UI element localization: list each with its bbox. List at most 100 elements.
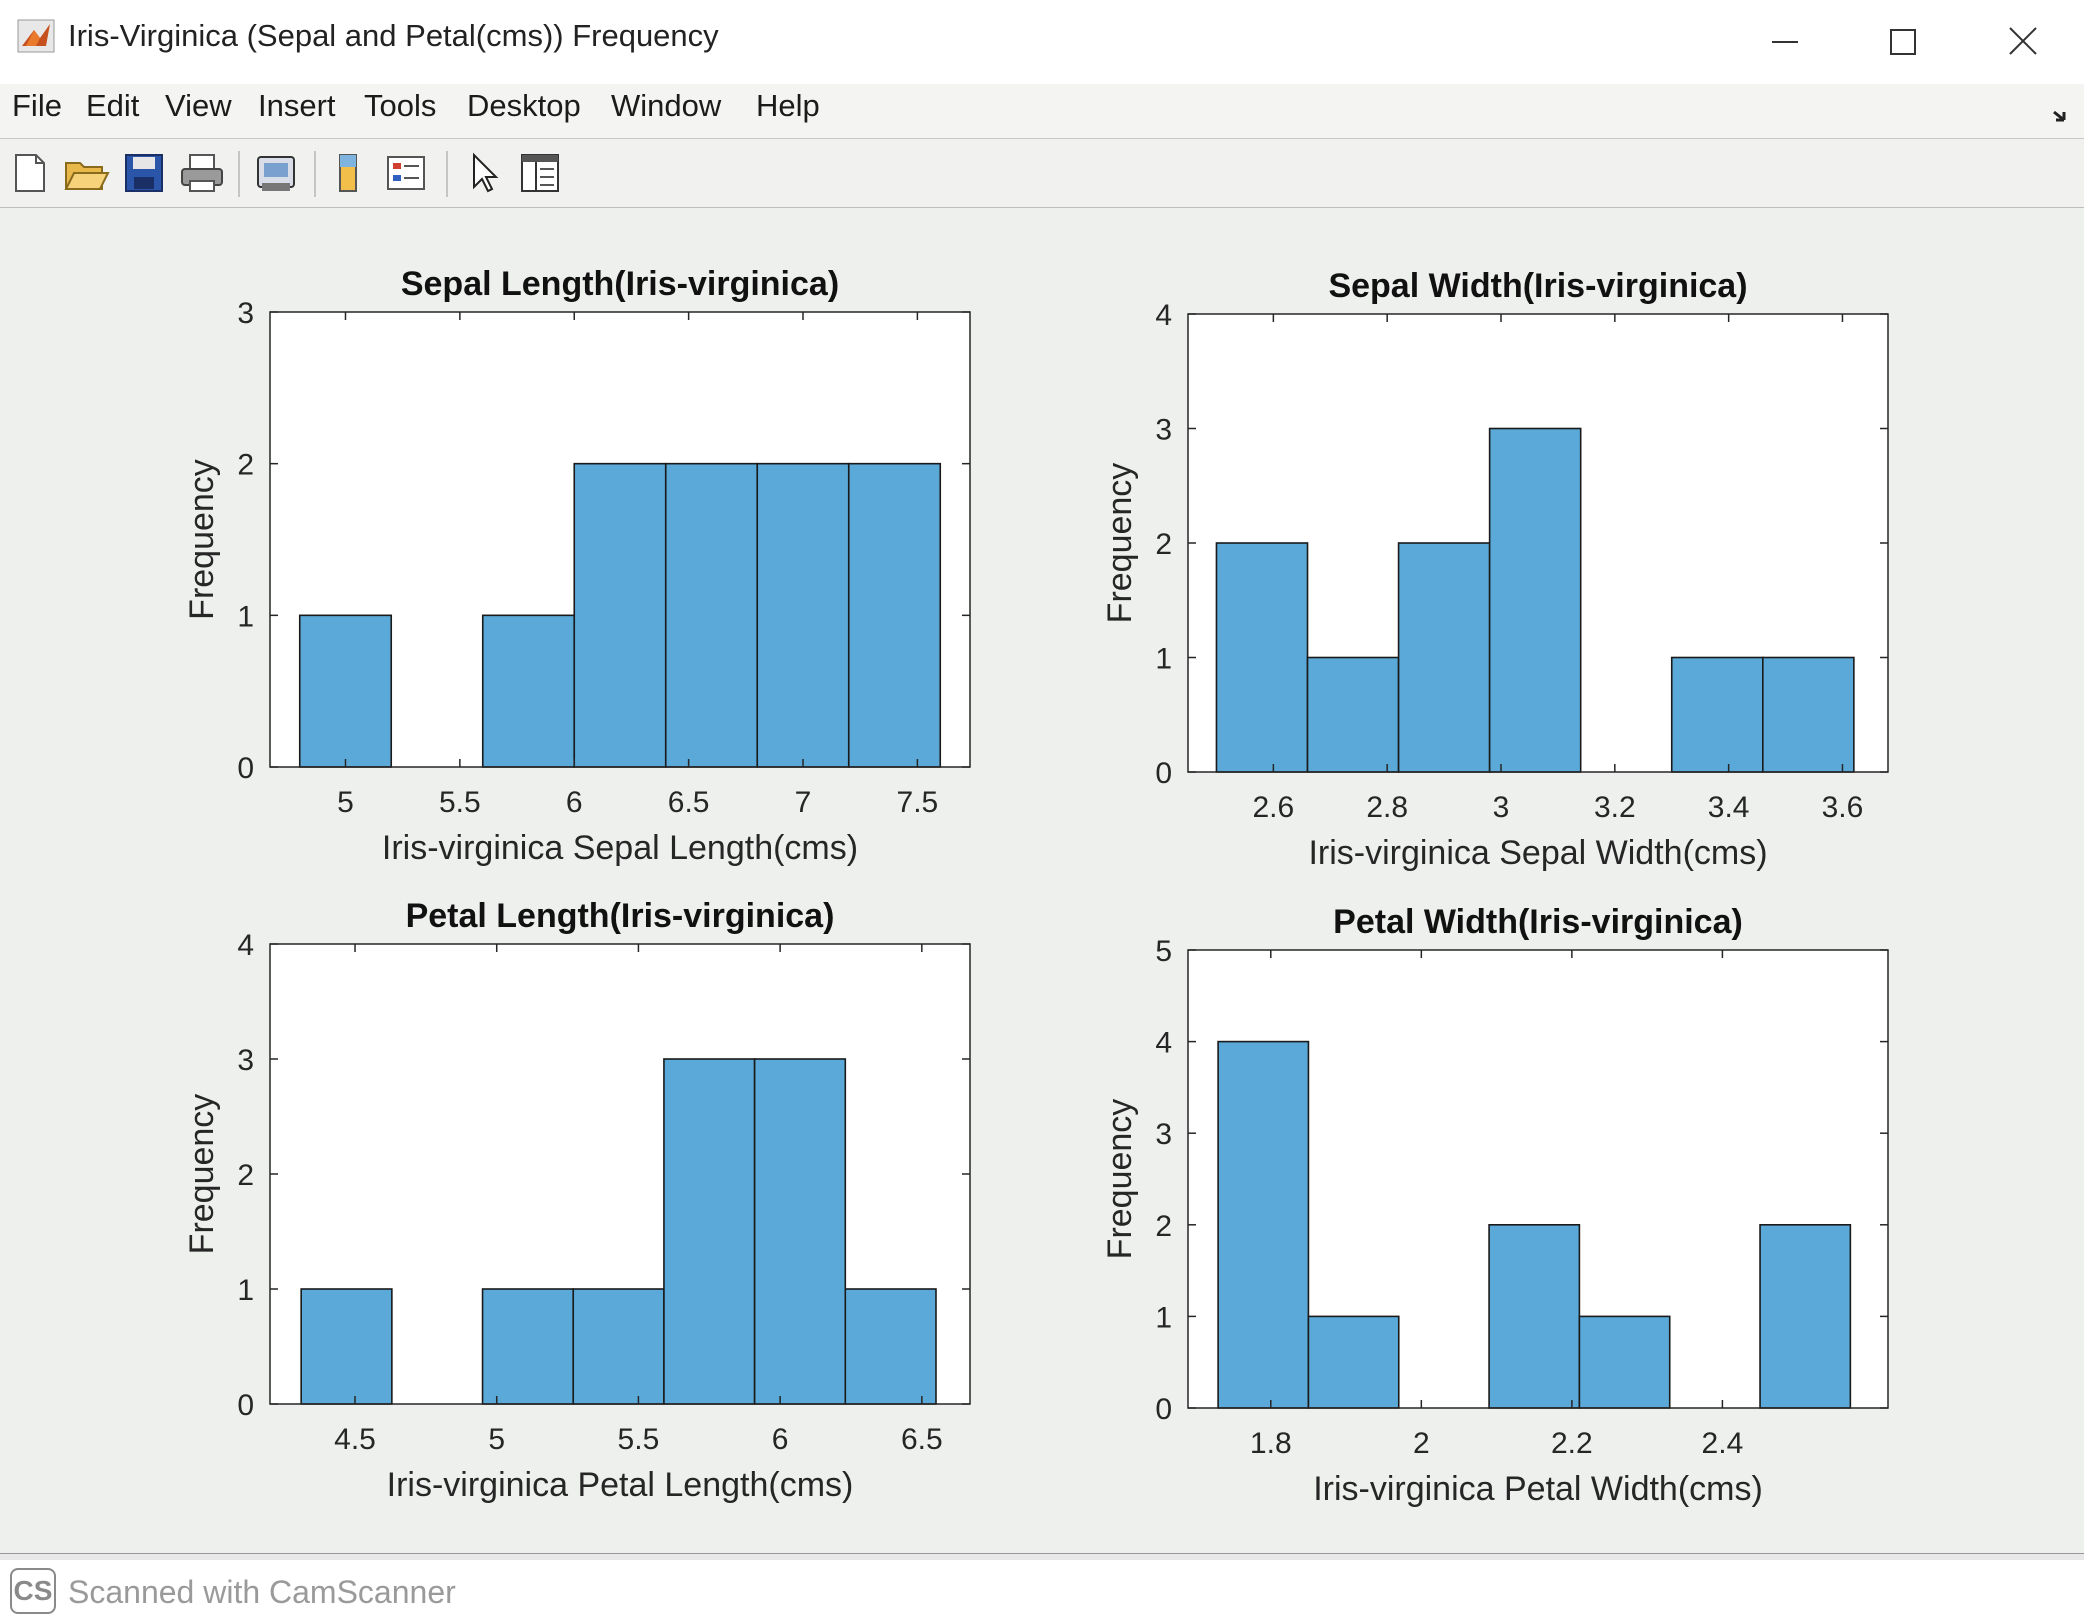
chart-4-bar-7 <box>1759 1224 1852 1409</box>
chart-1-xtick-label: 7.5 <box>897 786 939 819</box>
chart-2-sepal-width-iris-virginica: 2.6 2.8 3 3.2 3.4 3.6 0 1 2 3 4 Sepal Width(Iris-vi… <box>1101 267 1889 872</box>
chart-2-ytick-label: 0 <box>1155 757 1172 790</box>
toolbar-separator <box>238 151 240 197</box>
chart-3-bar-7 <box>844 1288 937 1405</box>
legend-icon[interactable] <box>382 149 430 197</box>
chart-4-bar-2 <box>1307 1315 1400 1409</box>
chart-2-xtick-label: 3.4 <box>1708 791 1750 824</box>
chart-2-bar-2 <box>1306 656 1400 773</box>
chart-1-ylabel: Frequency <box>183 459 221 620</box>
chart-4-ytick-label: 5 <box>1155 935 1172 968</box>
menu-desktop[interactable]: Desktop <box>467 88 581 123</box>
chart-2-bar-4 <box>1488 427 1582 773</box>
chart-1-ytick-label: 0 <box>237 752 254 785</box>
chart-4-axes-box <box>1187 949 1889 1409</box>
chart-2-xtick-label: 3.6 <box>1822 791 1864 824</box>
colorbar-icon[interactable] <box>324 149 372 197</box>
matlab-logo-icon <box>17 19 55 53</box>
menu-tools[interactable]: Tools <box>364 88 437 123</box>
chart-3-ylabel: Frequency <box>183 1094 221 1255</box>
chart-4-bar-5 <box>1578 1315 1671 1409</box>
chart-1-xtick-label: 5.5 <box>439 786 481 819</box>
menu-view[interactable]: View <box>165 88 232 123</box>
chart-3-bar-5 <box>663 1058 756 1405</box>
chart-1-xtick-label: 5 <box>337 786 354 819</box>
chart-1-title: Sepal Length(Iris-virginica) <box>401 265 839 303</box>
chart-3-xtick-label: 4.5 <box>334 1423 376 1456</box>
chart-4-bar-4 <box>1488 1224 1581 1409</box>
chart-1-ytick-label: 3 <box>237 297 254 330</box>
menu-file[interactable]: File <box>12 88 62 123</box>
chart-3-ytick-label: 0 <box>237 1389 254 1422</box>
chart-3-xtick-label: 5 <box>488 1423 505 1456</box>
menu-window[interactable]: Window <box>611 88 722 123</box>
chart-1-xtick-label: 6 <box>566 786 583 819</box>
dock-arrow-icon[interactable] <box>2050 102 2074 126</box>
chart-3-bar-6 <box>753 1058 847 1405</box>
camscanner-logo: CS <box>10 1568 56 1614</box>
chart-1-bar-7 <box>847 462 942 768</box>
chart-2-bar-3 <box>1397 542 1491 773</box>
chart-1-ytick-label: 2 <box>237 449 254 482</box>
chart-4-petal-width-iris-virginica: 1.8 2 2.2 2.4 0 1 2 3 4 5 Petal Width(Iris-virgini… <box>1101 903 1889 1508</box>
save-icon[interactable] <box>120 149 168 197</box>
maximize-icon[interactable] <box>1878 20 1928 64</box>
status-bar <box>0 1553 2084 1561</box>
chart-4-xtick-label: 1.8 <box>1250 1427 1292 1460</box>
chart-2-xtick-label: 3 <box>1493 791 1510 824</box>
chart-4-xtick-label: 2 <box>1413 1427 1430 1460</box>
link-plot-icon[interactable] <box>252 149 300 197</box>
chart-4-ylabel: Frequency <box>1101 1099 1139 1260</box>
chart-3-bar-1 <box>300 1288 393 1405</box>
chart-3-ytick-label: 1 <box>237 1274 254 1307</box>
chart-2-xtick-label: 2.6 <box>1253 791 1295 824</box>
chart-4-ytick-label: 0 <box>1155 1393 1172 1426</box>
chart-1-ytick-label: 1 <box>237 600 254 633</box>
watermark-text: Scanned with CamScanner <box>68 1574 456 1610</box>
chart-4-xlabel: Iris-virginica Petal Width(cms) <box>1313 1470 1763 1508</box>
chart-2-bar-7 <box>1761 656 1855 773</box>
minimize-icon[interactable] <box>1760 20 1810 64</box>
chart-3-xtick-label: 6.5 <box>901 1423 943 1456</box>
close-icon[interactable] <box>1998 20 2048 64</box>
chart-2-ytick-label: 3 <box>1155 414 1172 447</box>
chart-3-title: Petal Length(Iris-virginica) <box>406 897 835 935</box>
chart-3-ytick-label: 2 <box>237 1159 254 1192</box>
menu-help[interactable]: Help <box>756 88 820 123</box>
new-figure-icon[interactable] <box>6 149 54 197</box>
chart-3-ytick-label: 4 <box>237 929 254 962</box>
chart-3-bar-4 <box>572 1288 665 1405</box>
chart-4-title: Petal Width(Iris-virginica) <box>1333 903 1743 941</box>
chart-1-xtick-label: 7 <box>795 786 812 819</box>
chart-2-ytick-label: 1 <box>1155 643 1172 676</box>
chart-1-axes-box <box>269 311 971 768</box>
toolbar-separator <box>314 151 316 197</box>
chart-1-bar-1 <box>298 614 393 768</box>
open-file-icon[interactable] <box>62 149 110 197</box>
chart-1-bar-3 <box>481 614 576 768</box>
chart-1-xtick-label: 6.5 <box>668 786 710 819</box>
chart-4-xtick-label: 2.4 <box>1702 1427 1744 1460</box>
chart-1-bar-6 <box>756 462 850 768</box>
chart-2-bar-1 <box>1215 542 1309 773</box>
chart-1-xlabel: Iris-virginica Sepal Length(cms) <box>382 829 858 867</box>
chart-1-bar-4 <box>573 462 667 768</box>
chart-3-petal-length-iris-virginica: 4.5 5 5.5 6 6.5 0 1 2 3 4 Petal Length(Iris-virgin… <box>183 897 971 1504</box>
window-title: Iris-Virginica (Sepal and Petal(cms)) Fr… <box>68 18 719 53</box>
chart-4-ytick-label: 4 <box>1155 1027 1172 1060</box>
print-icon[interactable] <box>178 149 226 197</box>
chart-1-bar-5 <box>664 462 759 768</box>
property-editor-icon[interactable] <box>516 149 564 197</box>
scanner-watermark: CS Scanned with CamScanner <box>0 1560 2084 1623</box>
chart-2-bar-6 <box>1670 656 1764 773</box>
chart-4-bar-1 <box>1217 1040 1310 1409</box>
histogram-grid: 5 5.5 6 6.5 7 7.5 0 1 2 3 Sepal Length(Iris-virgin… <box>183 265 1889 1508</box>
chart-3-xtick-label: 6 <box>772 1423 789 1456</box>
menu-bar: File Edit View Insert Tools Desktop Wind… <box>0 84 2084 139</box>
pointer-icon[interactable] <box>460 149 508 197</box>
menu-insert[interactable]: Insert <box>258 88 336 123</box>
chart-4-ytick-label: 3 <box>1155 1118 1172 1151</box>
menu-edit[interactable]: Edit <box>86 88 140 123</box>
figure-window: Iris-Virginica (Sepal and Petal(cms)) Fr… <box>0 0 2084 1561</box>
chart-3-bar-3 <box>481 1288 575 1405</box>
